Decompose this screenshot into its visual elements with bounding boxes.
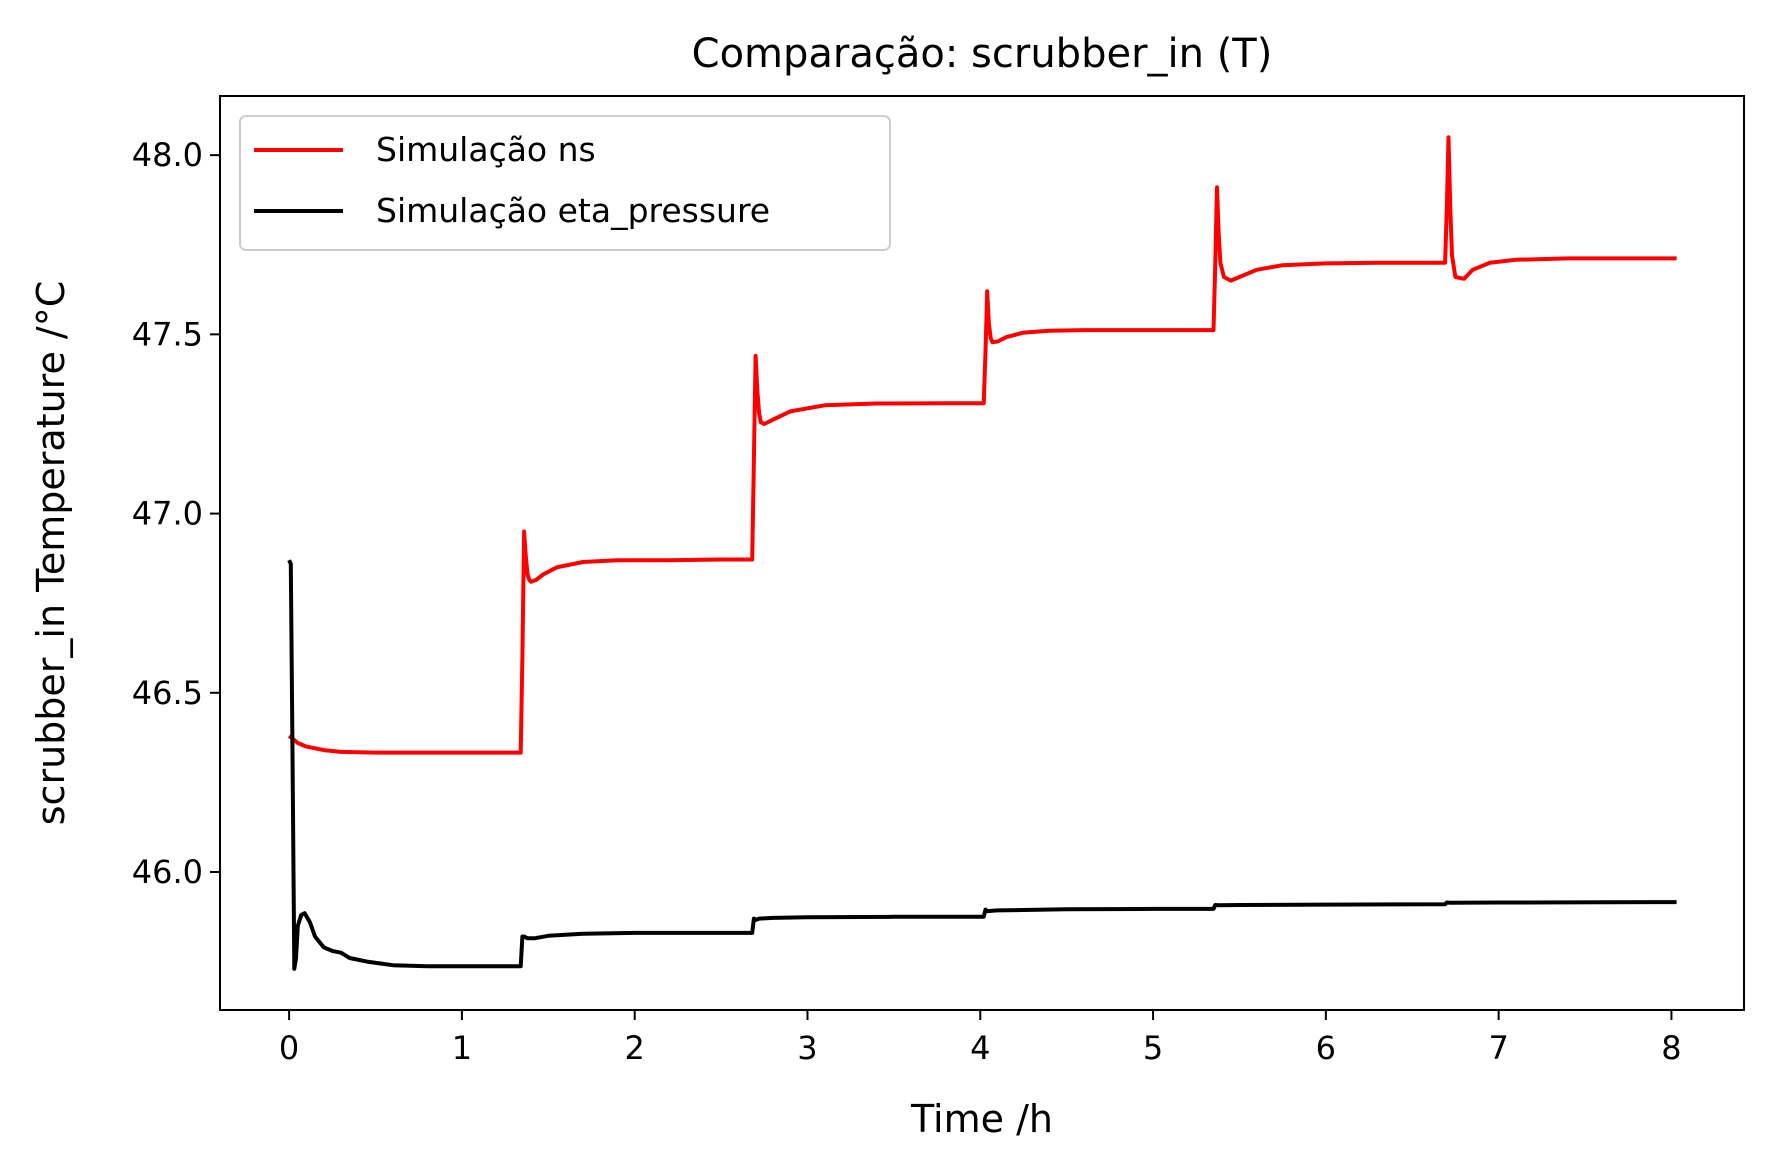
x-tick-label: 6 — [1316, 1029, 1336, 1067]
x-tick-label: 1 — [452, 1029, 472, 1067]
x-tick-label: 7 — [1488, 1029, 1508, 1067]
x-tick-label: 2 — [625, 1029, 645, 1067]
x-tick-label: 3 — [797, 1029, 817, 1067]
y-tick-label: 47.0 — [132, 495, 203, 533]
legend-label-simulacao-ns: Simulação ns — [376, 130, 596, 169]
x-tick-label: 8 — [1661, 1029, 1681, 1067]
y-axis-label: scrubber_in Temperature /°C — [29, 281, 73, 826]
series-layer — [287, 135, 1677, 971]
x-axis-label: Time /h — [910, 1097, 1053, 1141]
y-tick-label: 48.0 — [132, 136, 203, 174]
legend: Simulação ns Simulação eta_pressure — [239, 115, 891, 251]
y-axis-ticks: 46.0 46.5 47.0 47.5 48.0 — [132, 136, 220, 891]
x-tick-label: 4 — [970, 1029, 990, 1067]
x-tick-label: 5 — [1143, 1029, 1163, 1067]
series-line-simulacao-eta-pressure — [287, 559, 1677, 971]
series-line-simulacao-ns — [287, 135, 1677, 755]
legend-box — [239, 115, 891, 251]
y-tick-label: 47.5 — [132, 315, 203, 353]
x-axis-ticks: 0 1 2 3 4 5 6 7 8 — [279, 1010, 1682, 1067]
y-tick-label: 46.0 — [132, 853, 203, 891]
x-tick-label: 0 — [279, 1029, 299, 1067]
legend-label-simulacao-eta-pressure: Simulação eta_pressure — [376, 191, 770, 230]
chart-title: Comparação: scrubber_in (T) — [692, 31, 1273, 77]
y-tick-label: 46.5 — [132, 674, 203, 712]
